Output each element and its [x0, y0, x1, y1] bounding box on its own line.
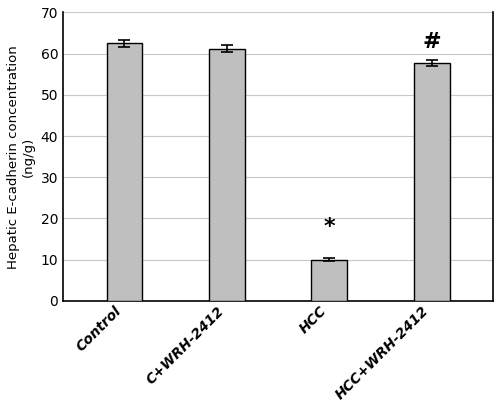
- Bar: [312, 260, 347, 301]
- Y-axis label: Hepatic E-cadherin concentration
(ng/g): Hepatic E-cadherin concentration (ng/g): [7, 45, 35, 268]
- Text: #: #: [422, 31, 441, 52]
- Text: *: *: [324, 217, 335, 237]
- Bar: [414, 63, 450, 301]
- Bar: [106, 43, 142, 301]
- Bar: [209, 49, 244, 301]
